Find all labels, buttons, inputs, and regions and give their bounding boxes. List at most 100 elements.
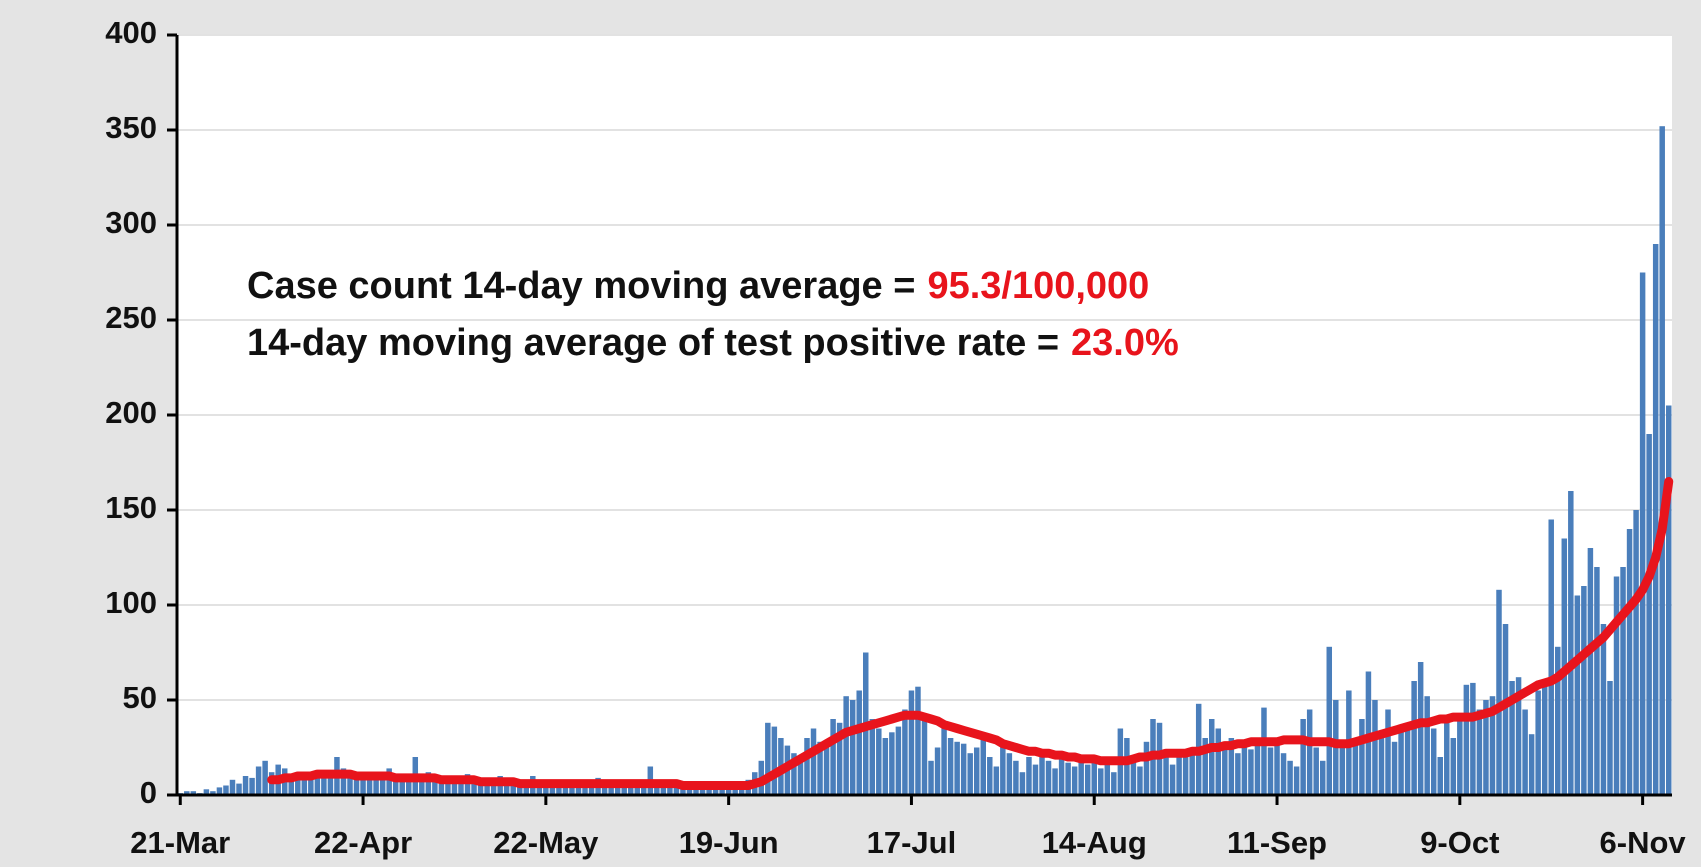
annotation-value: 95.3/100,000 <box>927 265 1149 307</box>
bar <box>490 777 497 795</box>
bar <box>1313 747 1319 795</box>
bar <box>1424 696 1430 795</box>
bar <box>1026 757 1032 795</box>
bar <box>634 787 640 795</box>
bar <box>856 690 862 795</box>
bar <box>295 777 301 795</box>
bar <box>1176 757 1182 795</box>
bar <box>1659 126 1665 795</box>
bar <box>210 791 216 795</box>
bar <box>1241 745 1248 795</box>
bar <box>1483 700 1489 795</box>
bar <box>601 787 608 795</box>
bar <box>1098 768 1104 795</box>
bar <box>1006 753 1013 795</box>
bar <box>1359 719 1365 795</box>
bar <box>849 700 856 795</box>
bar <box>1444 722 1450 795</box>
bar <box>556 781 562 795</box>
bar <box>1065 762 1071 795</box>
bar <box>1261 707 1267 795</box>
bar <box>1450 738 1457 795</box>
bar <box>654 783 660 795</box>
bar <box>1587 548 1594 795</box>
bar <box>725 785 732 795</box>
bar <box>503 781 510 795</box>
bar <box>1626 529 1633 795</box>
bar <box>1019 772 1026 795</box>
bar <box>562 787 569 795</box>
bar <box>366 772 373 795</box>
x-tick-label: 6-Nov <box>1600 825 1687 860</box>
y-tick-label: 350 <box>105 110 157 145</box>
bar <box>941 728 947 795</box>
bar <box>947 738 954 795</box>
bar <box>608 781 614 795</box>
bar <box>1594 567 1600 795</box>
bar <box>1430 728 1437 795</box>
bar <box>810 728 817 795</box>
bar <box>1169 764 1176 795</box>
bar <box>1013 760 1019 795</box>
bar <box>680 789 686 795</box>
annotation-text: 14-day moving average of test positive r… <box>247 322 1059 364</box>
bar <box>1189 747 1195 795</box>
bar <box>712 787 719 795</box>
bar <box>1457 719 1463 795</box>
bar <box>993 766 1000 795</box>
bar <box>1496 589 1502 795</box>
bar <box>1633 510 1639 795</box>
bar <box>1652 244 1659 795</box>
bar <box>471 783 477 795</box>
bar <box>353 774 360 795</box>
x-tick-label: 14-Aug <box>1042 825 1147 860</box>
bar <box>399 781 405 795</box>
bar <box>1620 567 1626 795</box>
bar <box>1535 690 1541 795</box>
bar <box>1274 738 1280 795</box>
bar <box>255 766 262 795</box>
bar <box>1235 753 1241 795</box>
bar <box>451 781 458 795</box>
bar <box>699 785 706 795</box>
bar <box>216 787 223 795</box>
bar <box>882 738 889 795</box>
bar <box>1613 576 1620 795</box>
bar <box>1548 519 1554 795</box>
bar <box>1326 646 1333 795</box>
bar <box>934 747 941 795</box>
bar <box>823 747 830 795</box>
bar <box>373 779 379 795</box>
bar <box>575 783 582 795</box>
bar <box>1222 741 1228 795</box>
bar <box>1385 709 1391 795</box>
bar <box>921 715 928 795</box>
annotation-text: Case count 14-day moving average = <box>247 265 915 307</box>
bar <box>1470 682 1476 795</box>
y-tick-label: 400 <box>105 15 157 50</box>
bar <box>445 776 451 795</box>
bar <box>1607 681 1613 795</box>
y-tick-label: 0 <box>140 775 157 810</box>
bar <box>693 787 699 795</box>
bar <box>804 738 810 795</box>
bar <box>1502 624 1509 795</box>
bar <box>1209 719 1215 795</box>
bar <box>869 719 876 795</box>
bar <box>954 741 960 795</box>
bar <box>1541 681 1548 795</box>
bar <box>1248 749 1254 795</box>
bar <box>523 785 530 795</box>
bar <box>667 785 673 795</box>
bar <box>1665 405 1672 795</box>
bar <box>1522 709 1528 795</box>
bar <box>1084 764 1091 795</box>
x-tick-label: 17-Jul <box>867 825 957 860</box>
bar <box>876 728 882 795</box>
bar <box>536 781 543 795</box>
bar <box>980 738 986 795</box>
bar <box>732 787 738 795</box>
bar <box>1476 709 1483 795</box>
bar <box>973 747 980 795</box>
bar <box>771 726 778 795</box>
